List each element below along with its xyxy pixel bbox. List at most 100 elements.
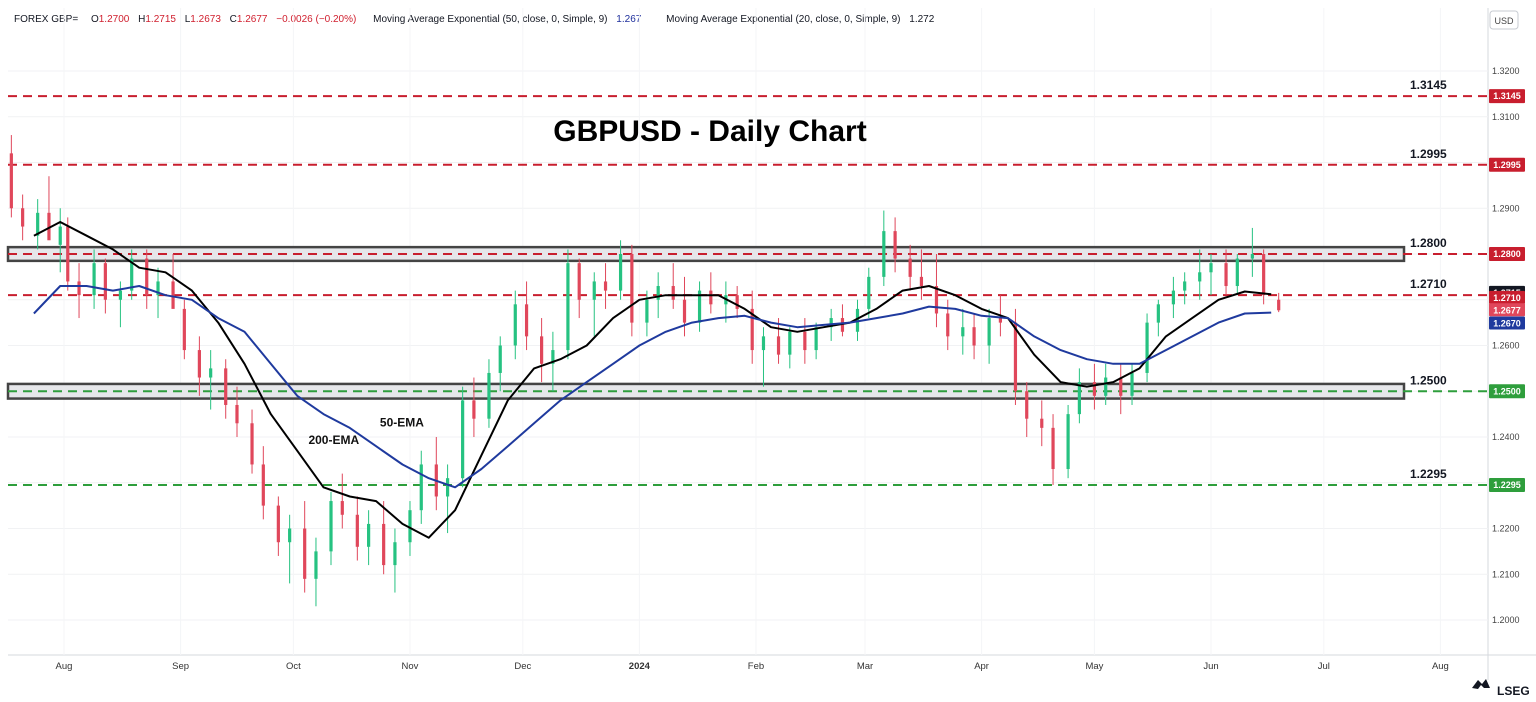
price-tag: 1.2677 — [1489, 303, 1525, 317]
candle-body — [618, 254, 623, 291]
candle — [908, 244, 912, 291]
candle — [630, 244, 634, 337]
level-label: 1.2500 — [1410, 373, 1447, 387]
candle — [314, 537, 318, 607]
candle-body — [1209, 263, 1213, 273]
candle — [1277, 292, 1281, 313]
price-tick-label: 1.2200 — [1492, 524, 1520, 534]
close-value: 1.2677 — [237, 14, 268, 25]
candle — [934, 254, 939, 328]
candle-body — [919, 276, 924, 287]
candle — [1209, 254, 1213, 296]
candle — [961, 308, 965, 355]
candle — [592, 272, 596, 337]
close-label: C — [230, 14, 237, 25]
time-tick-label: May — [1085, 661, 1103, 672]
time-tick-label: 2024 — [629, 661, 651, 672]
level-tag-bg — [1489, 89, 1525, 104]
candle-body — [314, 551, 318, 579]
candle-body — [882, 231, 886, 277]
level-price-tag: 1.2295 — [1489, 478, 1525, 493]
candle — [513, 290, 517, 360]
price-tag-label: 1.2677 — [1493, 305, 1521, 315]
low-label: L — [185, 14, 191, 25]
ema-annotation: 200-EMA — [308, 433, 359, 447]
candle-body — [551, 350, 555, 364]
level-price-tag: 1.3145 — [1489, 89, 1525, 104]
candle — [261, 446, 265, 520]
ma2-value: 1.272 — [909, 14, 934, 25]
candle-body — [156, 281, 160, 296]
candle — [224, 359, 228, 419]
candle-body — [1092, 382, 1097, 396]
currency-label: USD — [1494, 16, 1514, 26]
candle — [340, 473, 344, 529]
200-ema-line — [33, 221, 1272, 539]
candle-body — [250, 423, 254, 465]
candle-body — [735, 295, 739, 309]
candle-body — [776, 336, 781, 355]
candle — [1025, 382, 1029, 437]
plot-area[interactable] — [8, 8, 1488, 655]
candle-body — [1224, 263, 1228, 287]
candle-body — [355, 514, 359, 547]
candle — [1171, 276, 1175, 319]
candle-body — [1025, 391, 1029, 419]
candle-body — [524, 304, 529, 337]
candle-body — [47, 212, 51, 241]
price-tick-label: 1.2900 — [1492, 203, 1520, 213]
candle-body — [566, 263, 570, 351]
candle — [382, 501, 386, 575]
level-labels: 1.3145 1.2995 1.2800 1.2710 1.2500 1.2295 — [1410, 78, 1447, 481]
candle — [209, 350, 213, 410]
candle — [1130, 363, 1134, 405]
level-tag-label: 1.2995 — [1493, 160, 1521, 170]
candle — [618, 240, 623, 300]
candles — [9, 135, 1281, 607]
level-tag-bg — [1489, 247, 1525, 261]
candle-body — [77, 281, 81, 296]
candle-body — [1077, 382, 1081, 415]
candle-body — [934, 286, 939, 314]
low-value: 1.2673 — [190, 14, 221, 25]
candle — [235, 386, 239, 437]
candle-body — [987, 318, 991, 346]
candle-body — [1235, 258, 1239, 287]
price-tick-label: 1.2100 — [1492, 569, 1520, 579]
candle-body — [329, 501, 333, 552]
level-price-tag: 1.2800 — [1489, 247, 1525, 261]
candle-body — [487, 372, 491, 419]
candle — [987, 308, 991, 364]
candle-body — [130, 258, 134, 291]
candle-body — [1130, 372, 1134, 396]
candle-body — [1066, 414, 1070, 470]
chart-title: GBPUSD - Daily Chart — [553, 115, 866, 148]
candle-body — [103, 263, 107, 300]
candle — [21, 194, 25, 241]
level-label: 1.3145 — [1410, 78, 1447, 92]
level-tag-label: 1.2800 — [1493, 249, 1521, 259]
time-tick-label: Aug — [56, 661, 73, 672]
currency-badge[interactable]: USD — [1489, 10, 1519, 30]
price-tick-label: 1.2000 — [1492, 615, 1520, 625]
candle — [36, 199, 40, 250]
candle-body — [408, 510, 412, 543]
candle — [671, 263, 675, 309]
candle-body — [145, 258, 149, 296]
candle-body — [1183, 281, 1187, 291]
candle-body — [340, 501, 344, 515]
candle-body — [419, 464, 423, 511]
time-tick-label: Feb — [748, 661, 764, 672]
candle-body — [498, 345, 502, 373]
candle-body — [58, 226, 62, 245]
time-tick-label: Nov — [402, 661, 419, 672]
candle-body — [276, 505, 280, 543]
level-label: 1.2295 — [1410, 467, 1447, 481]
candle — [709, 272, 713, 314]
candle-body — [303, 528, 307, 579]
candle — [329, 491, 333, 566]
candle-body — [1013, 322, 1018, 392]
candle-body — [1171, 290, 1175, 305]
